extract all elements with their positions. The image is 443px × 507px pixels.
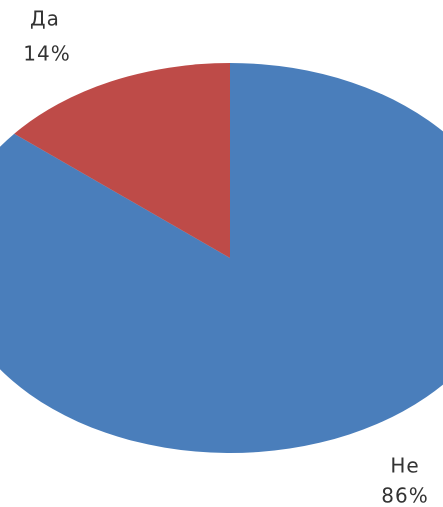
- slice-label: Да: [30, 7, 60, 31]
- pie-slice: [14, 63, 231, 258]
- slice-label: Не: [390, 454, 419, 478]
- slice-value-label: 86%: [381, 484, 428, 507]
- slice-value-label: 14%: [23, 42, 70, 66]
- pie-slice: [0, 63, 443, 453]
